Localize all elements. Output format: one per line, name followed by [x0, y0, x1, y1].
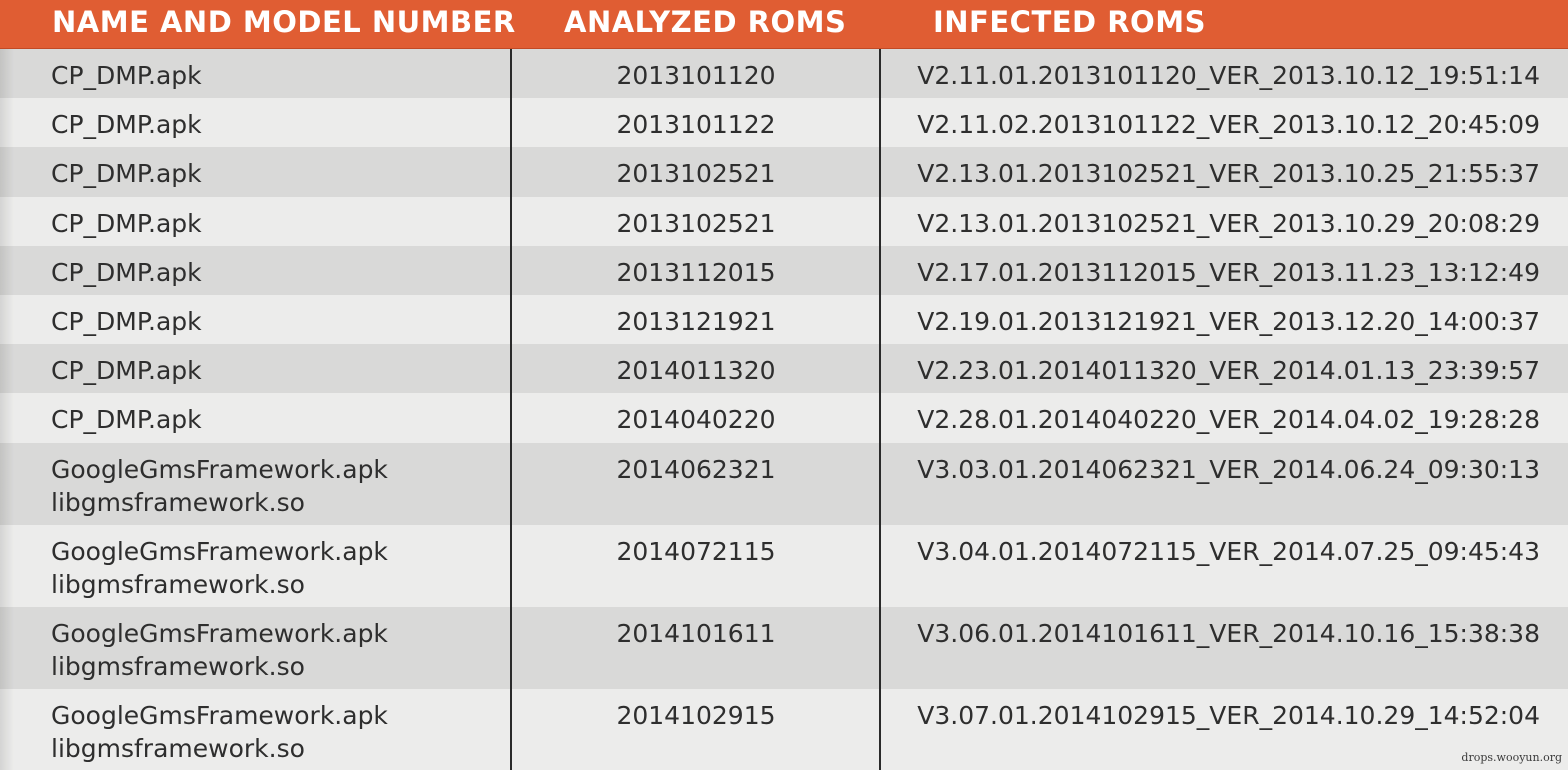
table-row: GoogleGmsFramework.apk libgmsframework.so… — [0, 689, 1568, 770]
cell-analyzed-rom: 2014072115 — [616, 536, 776, 566]
table-header: NAME AND MODEL NUMBER ANALYZED ROMS INFE… — [0, 0, 1568, 49]
name-line: CP_DMP.apk — [51, 257, 202, 287]
cell-infected-rom: V2.13.01.2013102521_VER_2013.10.25_21:55… — [917, 159, 1540, 189]
cell-name-model: GoogleGmsFramework.apk libgmsframework.so — [51, 699, 388, 765]
cell-infected-rom: V3.03.01.2014062321_VER_2014.06.24_09:30… — [917, 454, 1540, 484]
cell-analyzed-rom: 2014062321 — [616, 454, 776, 484]
table-row: CP_DMP.apk 2013102521 V2.13.01.2013102521_… — [0, 147, 1568, 197]
watermark: drops.wooyun.org — [1459, 751, 1564, 764]
cell-name-model: GoogleGmsFramework.apk libgmsframework.so — [51, 617, 388, 683]
header-infected-roms: INFECTED ROMS — [933, 5, 1206, 39]
table-row: CP_DMP.apk 2013102521 V2.13.01.2013102521_… — [0, 196, 1568, 246]
table-row: CP_DMP.apk 2014011320 V2.23.01.2014011320_… — [0, 344, 1568, 394]
cell-analyzed-rom: 2014040220 — [616, 405, 776, 435]
name-line: CP_DMP.apk — [51, 306, 202, 336]
cell-infected-rom: V2.11.02.2013101122_VER_2013.10.12_20:45… — [917, 110, 1540, 140]
table-row: GoogleGmsFramework.apk libgmsframework.so… — [0, 524, 1568, 608]
name-line: libgmsframework.so — [51, 652, 305, 682]
cell-infected-rom: V2.19.01.2013121921_VER_2013.12.20_14:00… — [917, 306, 1540, 336]
name-line: CP_DMP.apk — [51, 405, 202, 435]
cell-analyzed-rom: 2013121921 — [616, 306, 776, 336]
cell-infected-rom: V2.28.01.2014040220_VER_2014.04.02_19:28… — [917, 405, 1540, 435]
cell-infected-rom: V2.13.01.2013102521_VER_2013.10.29_20:08… — [917, 208, 1540, 238]
cell-analyzed-rom: 2014011320 — [616, 356, 776, 386]
column-divider — [879, 49, 881, 770]
name-line: GoogleGmsFramework.apk — [51, 701, 388, 731]
name-line: CP_DMP.apk — [51, 159, 202, 189]
name-line: libgmsframework.so — [51, 569, 305, 599]
cell-name-model: CP_DMP.apk — [51, 403, 202, 436]
name-line: libgmsframework.so — [51, 487, 305, 517]
name-line: CP_DMP.apk — [51, 110, 202, 140]
cell-analyzed-rom: 2013101120 — [616, 61, 776, 90]
name-line: CP_DMP.apk — [51, 61, 202, 90]
header-name-model: NAME AND MODEL NUMBER — [52, 5, 516, 39]
cell-analyzed-rom: 2014101611 — [616, 619, 776, 649]
cell-name-model: CP_DMP.apk — [51, 157, 202, 190]
name-line: libgmsframework.so — [51, 734, 305, 764]
cell-analyzed-rom: 2013112015 — [616, 257, 776, 287]
cell-name-model: CP_DMP.apk — [51, 256, 202, 289]
cell-infected-rom: V3.06.01.2014101611_VER_2014.10.16_15:38… — [917, 619, 1540, 649]
cell-infected-rom: V3.07.01.2014102915_VER_2014.10.29_14:52… — [917, 701, 1540, 731]
cell-name-model: CP_DMP.apk — [51, 354, 202, 387]
cell-analyzed-rom: 2013102521 — [616, 208, 776, 238]
name-line: GoogleGmsFramework.apk — [51, 454, 388, 484]
cell-name-model: GoogleGmsFramework.apk libgmsframework.so — [51, 453, 388, 519]
name-line: GoogleGmsFramework.apk — [51, 619, 388, 649]
name-line: CP_DMP.apk — [51, 208, 202, 238]
name-line: CP_DMP.apk — [51, 356, 202, 386]
table-body: CP_DMP.apk 2013101120 V2.11.01.2013101120_… — [0, 49, 1568, 770]
cell-name-model: CP_DMP.apk — [51, 59, 202, 92]
table-row: GoogleGmsFramework.apk libgmsframework.so… — [0, 607, 1568, 690]
table-row: CP_DMP.apk 2013121921 V2.19.01.2013121921_… — [0, 294, 1568, 345]
cell-name-model: CP_DMP.apk — [51, 305, 202, 338]
cell-analyzed-rom: 2013102521 — [616, 159, 776, 189]
name-line: GoogleGmsFramework.apk — [51, 536, 388, 566]
cell-infected-rom: V3.04.01.2014072115_VER_2014.07.25_09:45… — [917, 536, 1540, 566]
table-row: CP_DMP.apk 2014040220 V2.28.01.2014040220_… — [0, 393, 1568, 443]
header-analyzed-roms: ANALYZED ROMS — [564, 5, 847, 39]
table-row: GoogleGmsFramework.apk libgmsframework.so… — [0, 442, 1568, 525]
cell-name-model: CP_DMP.apk — [51, 108, 202, 141]
cell-infected-rom: V2.11.01.2013101120_VER_2013.10.12_19:51… — [917, 61, 1540, 90]
table-row: CP_DMP.apk 2013101120 V2.11.01.2013101120_… — [0, 49, 1568, 99]
cell-analyzed-rom: 2014102915 — [616, 701, 776, 731]
cell-analyzed-rom: 2013101122 — [616, 110, 776, 140]
table-row: CP_DMP.apk 2013112015 V2.17.01.2013112015_… — [0, 245, 1568, 295]
cell-infected-rom: V2.17.01.2013112015_VER_2013.11.23_13:12… — [917, 257, 1540, 287]
column-divider — [510, 49, 512, 770]
table-row: CP_DMP.apk 2013101122 V2.11.02.2013101122_… — [0, 98, 1568, 148]
cell-infected-rom: V2.23.01.2014011320_VER_2014.01.13_23:39… — [917, 356, 1540, 386]
cell-name-model: CP_DMP.apk — [51, 207, 202, 240]
cell-name-model: GoogleGmsFramework.apk libgmsframework.so — [51, 535, 388, 601]
